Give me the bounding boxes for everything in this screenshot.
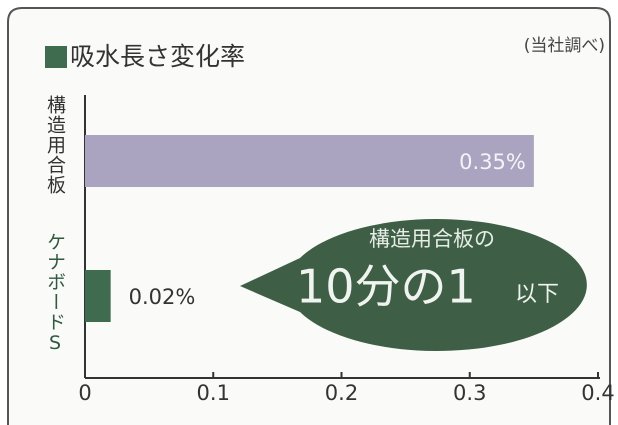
note: (当社調べ) (524, 36, 605, 56)
title-marker (45, 46, 67, 68)
chart-title: 吸水長さ変化率 (70, 42, 245, 71)
x-tick-label: 0 (78, 381, 91, 405)
callout-bubble (240, 219, 587, 351)
x-tick-label: 0.3 (453, 381, 486, 405)
x-tick-label: 0.4 (581, 381, 614, 405)
callout-suffix: 以下 (515, 282, 559, 307)
callout-line1: 構造用合板の (369, 227, 495, 251)
callout-emphasis: 10分の1 (296, 260, 476, 314)
bar (85, 135, 534, 187)
category-label: ケナボードS (44, 232, 66, 355)
x-tick-label: 0.1 (197, 381, 230, 405)
value-label: 0.02% (129, 285, 196, 309)
callout: 構造用合板の 10分の1 以下 (240, 219, 587, 351)
value-label: 0.35% (459, 150, 526, 174)
x-tick-label: 0.2 (325, 381, 358, 405)
bar (85, 270, 111, 322)
category-label: 構造用合板 (44, 95, 66, 195)
